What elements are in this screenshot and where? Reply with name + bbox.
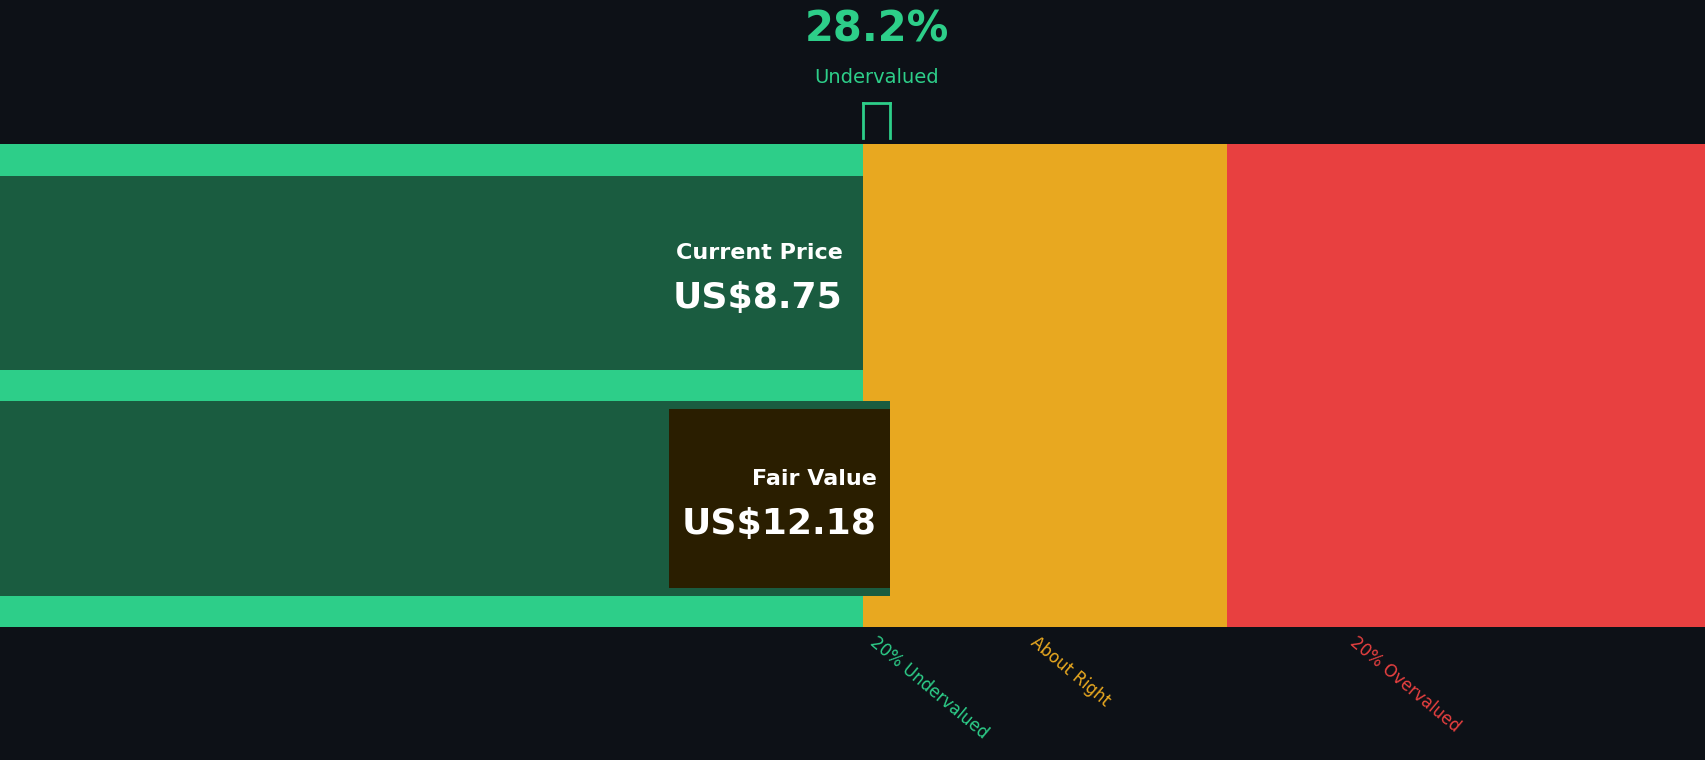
Text: 20% Overvalued: 20% Overvalued (1345, 633, 1463, 736)
Text: Fair Value: Fair Value (752, 469, 876, 489)
Text: US$12.18: US$12.18 (682, 507, 876, 541)
Text: US$8.75: US$8.75 (672, 281, 842, 315)
Bar (863, 144, 1226, 627)
Text: 20% Undervalued: 20% Undervalued (866, 633, 991, 743)
Bar (668, 409, 890, 588)
Bar (1226, 144, 1705, 627)
Text: 28.2%: 28.2% (805, 9, 948, 51)
Bar (0, 144, 863, 627)
Text: Undervalued: Undervalued (813, 68, 939, 87)
Text: About Right: About Right (1026, 633, 1113, 710)
Bar (0, 176, 863, 370)
Bar (0, 401, 890, 596)
Text: Current Price: Current Price (675, 243, 842, 264)
